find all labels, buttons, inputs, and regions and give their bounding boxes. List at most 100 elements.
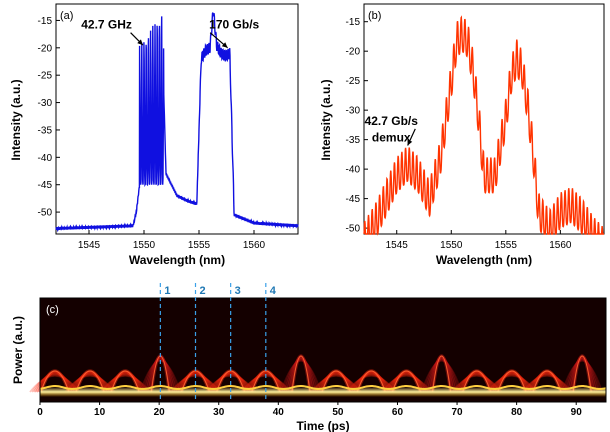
pulse-trace: [316, 371, 356, 393]
pulse-trace: [492, 371, 532, 393]
pulse-trace: [72, 370, 108, 393]
x-tick-label: 1555: [188, 240, 211, 251]
y-tick-label: -30: [346, 106, 361, 117]
x-tick-label: 1545: [78, 240, 101, 251]
x-tick-label: 10: [94, 407, 106, 418]
pulse-trace: [424, 358, 459, 393]
pulse-trace: [451, 375, 503, 393]
pulse-peak: [462, 370, 492, 393]
pulse-trace: [31, 374, 79, 393]
pulse-trace: [565, 358, 599, 393]
y-tick-label: -45: [346, 194, 361, 205]
pulse-trace: [486, 375, 538, 393]
x-tick-label: 1560: [243, 240, 266, 251]
pulse-trace: [246, 371, 286, 393]
pulse-trace: [280, 360, 322, 393]
annotation-label: 42.7 GHz: [81, 18, 132, 32]
pulse-trace: [384, 373, 429, 393]
pulse-trace: [177, 370, 214, 393]
pulse-trace: [428, 355, 455, 393]
pulse-trace: [66, 374, 114, 393]
pulse-trace: [353, 370, 389, 393]
pulse-peak: [251, 370, 281, 393]
pulse-trace: [314, 373, 358, 393]
chart-a-series-line: [55, 12, 299, 233]
x-tick-label: 90: [571, 407, 583, 418]
time-marker-label: 2: [200, 285, 206, 297]
pulse-trace: [561, 360, 603, 393]
x-tick-label: 1550: [133, 240, 156, 251]
y-tick-label: -25: [346, 76, 361, 87]
pulse-trace: [68, 373, 112, 393]
chart-b-panel-label: (b): [368, 10, 381, 22]
pulse-trace: [494, 370, 530, 393]
pulse-trace: [101, 374, 149, 393]
x-tick-label: 70: [451, 407, 463, 418]
pulse-trace: [284, 358, 318, 393]
time-marker-label: 3: [235, 285, 241, 297]
chart-c-ticks: 0 10 20 30 40 50 60 70 80 90: [37, 402, 582, 418]
pulse-trace: [388, 370, 425, 393]
y-tick-label: -35: [38, 125, 53, 136]
chart-c-heatmap: [29, 354, 607, 397]
annotation-arrowhead: [137, 39, 143, 46]
annotation-arrowhead: [221, 42, 228, 48]
chart-b-ticks: 1545 1550 1555 1560 -50 -45 -40 -35 -30 -25 -20 -15: [346, 17, 572, 251]
time-marker-label: 1: [164, 285, 170, 297]
pulse-peak: [180, 370, 211, 393]
pulse-trace: [318, 370, 354, 393]
chart-a: (a) 1545 1550 1555 1560 -50 -45 -40 -35 -30 -25 -2…: [9, 3, 299, 267]
pulse-peak: [391, 370, 421, 393]
pulse-trace: [282, 359, 320, 393]
y-tick-label: -15: [38, 16, 53, 27]
pulse-trace: [380, 375, 433, 393]
chart-a-frame: [55, 3, 299, 235]
chart-b-xlabel: Wavelength (nm): [436, 253, 532, 267]
pulse-trace: [105, 371, 145, 393]
pulse-trace: [349, 373, 393, 393]
pulse-trace: [569, 355, 595, 393]
pulse-trace: [386, 371, 427, 393]
pulse-trace: [525, 373, 569, 393]
x-tick-label: 30: [213, 407, 225, 418]
y-tick-label: -35: [346, 135, 361, 146]
pulse-trace: [99, 375, 151, 393]
pulse-trace: [521, 375, 573, 393]
y-tick-label: -40: [346, 165, 361, 176]
pulse-trace: [107, 370, 143, 393]
y-tick-label: -20: [38, 43, 53, 54]
x-tick-label: 80: [511, 407, 523, 418]
pulse-trace: [345, 375, 397, 393]
pulse-trace: [453, 374, 501, 393]
chart-a-annotations: 42.7 GHz 170 Gb/s: [81, 18, 260, 49]
pulse-trace: [286, 356, 316, 393]
pulse-peak: [40, 370, 70, 393]
chart-c-ylabel: Power (a.u.): [11, 316, 25, 384]
pulse-peak: [497, 370, 527, 393]
y-tick-label: -50: [346, 224, 361, 235]
pulse-trace: [347, 374, 395, 393]
baseline-trace: [39, 385, 607, 390]
annotation-label: demux: [372, 130, 411, 144]
chart-c: (c) 1 2 3 4 0 10 20 30 40 50 60 70 80 90 Time (ps) P…: [11, 283, 607, 432]
annotation-label: 42.7 Gb/s: [365, 114, 419, 128]
pulse-trace: [351, 371, 391, 393]
chart-c-panel-label: (c): [46, 304, 59, 316]
pulse-peak: [75, 370, 105, 393]
x-tick-label: 1555: [495, 240, 518, 251]
chart-a-ylabel: Intensity (a.u.): [9, 79, 23, 160]
y-tick-label: -15: [346, 17, 361, 28]
chart-b-ylabel: Intensity (a.u.): [319, 79, 333, 160]
y-tick-label: -25: [38, 71, 53, 82]
pulse-trace: [488, 374, 536, 393]
pulse-trace: [143, 358, 178, 393]
pulse-trace: [563, 359, 601, 393]
x-tick-label: 20: [154, 407, 166, 418]
chart-c-markers: 1 2 3 4: [159, 283, 277, 402]
chart-b-annotations: 42.7 Gb/s demux: [365, 114, 419, 146]
pulse-trace: [29, 375, 81, 393]
pulse-trace: [527, 371, 567, 393]
pulse-peak: [572, 355, 592, 393]
x-tick-label: 1545: [386, 240, 409, 251]
